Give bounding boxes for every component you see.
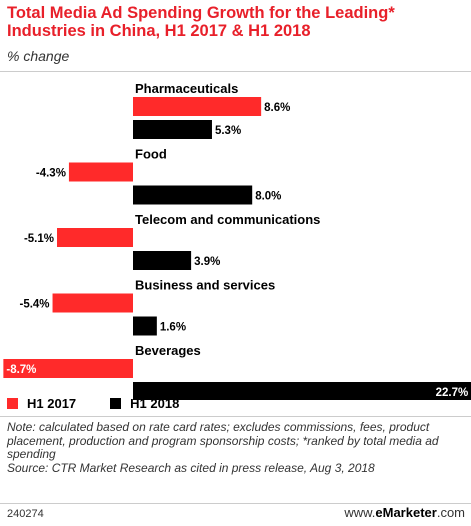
data-label-food-h1-2018: 8.0% [255,191,281,203]
category-label-business-and-services: Business and services [135,278,275,293]
category-label-food: Food [135,147,167,162]
bar-pharmaceuticals-h1-2018 [133,120,212,139]
data-label-food-h1-2017: -4.3% [36,168,66,180]
category-label-telecom-and-communications: Telecom and communications [135,212,320,227]
brand-prefix: www. [344,505,376,520]
data-label-business-and-services-h1-2018: 1.6% [160,322,186,334]
legend-swatch-h1-2017 [7,398,18,409]
brand-name: eMarketer [375,505,437,520]
legend: H1 2017 H1 2018 [7,396,213,411]
legend-swatch-h1-2018 [110,398,122,409]
chart-subtitle: % change [7,48,70,64]
chart-id: 240274 [7,508,44,520]
bar-business-and-services-h1-2017 [52,293,133,313]
brand-suffix: .com [436,505,465,520]
note-divider [0,416,471,417]
data-label-business-and-services-h1-2017: -5.4% [19,299,49,311]
bar-telecom-and-communications-h1-2017 [57,228,134,247]
data-label-beverages-h1-2018: 22.7% [436,387,469,399]
data-label-beverages-h1-2017: -8.7% [6,364,36,376]
category-label-pharmaceuticals: Pharmaceuticals [135,81,238,96]
data-label-pharmaceuticals-h1-2018: 5.3% [215,125,241,137]
bar-chart: Pharmaceuticals 8.6% 5.3% Food -4.3% 8.0% Tele… [3,81,471,400]
footnote-source: Source: CTR Market Research as cited in … [7,460,375,475]
bar-business-and-services-h1-2018 [133,316,157,336]
bar-beverages-h1-2017 [3,359,134,378]
emarketer-logo: www.eMarketer.com [344,505,465,520]
legend-item-h1-2018: H1 2018 [110,396,179,411]
bar-food-h1-2018 [133,185,253,205]
data-label-telecom-and-communications-h1-2017: -5.1% [24,233,54,245]
bar-pharmaceuticals-h1-2017 [133,97,262,116]
data-label-telecom-and-communications-h1-2018: 3.9% [194,256,220,268]
top-divider [0,71,471,72]
bar-telecom-and-communications-h1-2018 [133,251,192,270]
footer-divider [0,503,471,504]
footnote: Note: calculated based on rate card rate… [7,420,467,475]
legend-label-h1-2017: H1 2017 [27,396,77,411]
legend-label-h1-2018: H1 2018 [130,396,180,411]
category-label-beverages: Beverages [135,343,201,358]
bar-beverages-h1-2018 [133,382,471,400]
data-label-pharmaceuticals-h1-2017: 8.6% [264,102,290,114]
chart-title: Total Media Ad Spending Growth for the L… [7,4,395,40]
legend-item-h1-2017: H1 2017 [7,396,76,411]
bar-food-h1-2017 [68,162,133,182]
footnote-note: Note: calculated based on rate card rate… [7,420,439,461]
